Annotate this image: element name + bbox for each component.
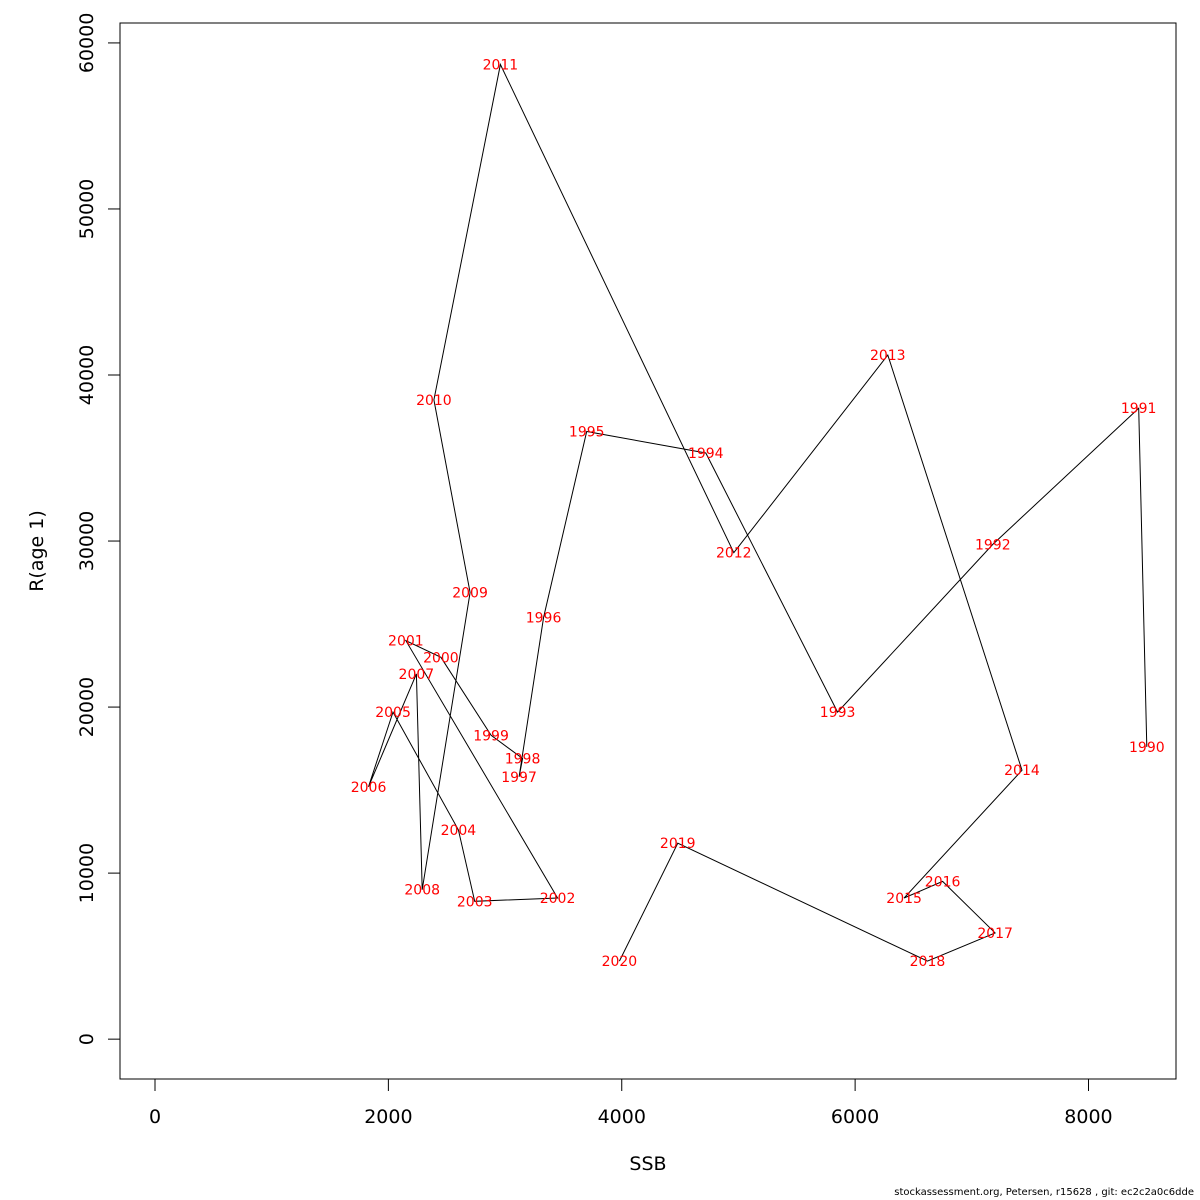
x-tick-label: 0 bbox=[149, 1106, 161, 1128]
point-label-2007: 2007 bbox=[399, 667, 435, 683]
point-label-2011: 2011 bbox=[483, 58, 519, 74]
y-tick-label: 10000 bbox=[76, 843, 98, 903]
point-label-1995: 1995 bbox=[569, 424, 605, 440]
x-axis: 0 2000 4000 6000 8000 bbox=[149, 1078, 1113, 1128]
y-tick-label: 60000 bbox=[76, 13, 98, 73]
point-label-1999: 1999 bbox=[473, 728, 509, 744]
point-label-2017: 2017 bbox=[977, 926, 1013, 942]
x-tick-label: 8000 bbox=[1064, 1106, 1112, 1128]
y-tick-label: 40000 bbox=[76, 345, 98, 405]
point-label-1998: 1998 bbox=[505, 752, 541, 768]
footer-credit: stockassessment.org, Petersen, r15628 , … bbox=[894, 1187, 1194, 1198]
point-label-2003: 2003 bbox=[457, 894, 493, 910]
point-label-1996: 1996 bbox=[526, 610, 562, 626]
point-label-2002: 2002 bbox=[540, 891, 576, 907]
series-line bbox=[368, 62, 1148, 962]
point-label-2016: 2016 bbox=[925, 874, 961, 890]
point-label-1991: 1991 bbox=[1121, 401, 1157, 417]
point-label-2019: 2019 bbox=[660, 836, 696, 852]
point-label-1994: 1994 bbox=[688, 446, 724, 462]
plot-frame bbox=[119, 22, 1177, 1080]
point-label-1997: 1997 bbox=[501, 770, 537, 786]
y-tick-label: 30000 bbox=[76, 511, 98, 571]
point-label-1992: 1992 bbox=[975, 537, 1011, 553]
point-label-2006: 2006 bbox=[351, 780, 387, 796]
point-label-2009: 2009 bbox=[452, 586, 488, 602]
point-label-2001: 2001 bbox=[388, 634, 424, 650]
point-label-1993: 1993 bbox=[820, 705, 856, 721]
y-axis: 0 10000 20000 30000 40000 50000 60000 bbox=[76, 13, 121, 1045]
point-label-2008: 2008 bbox=[404, 883, 440, 899]
point-label-2012: 2012 bbox=[716, 546, 752, 562]
point-label-2013: 2013 bbox=[870, 348, 906, 364]
point-label-2005: 2005 bbox=[375, 705, 411, 721]
y-axis-title: R(age 1) bbox=[26, 510, 48, 592]
point-label-2020: 2020 bbox=[602, 954, 638, 970]
y-tick-label: 50000 bbox=[76, 179, 98, 239]
x-tick-label: 6000 bbox=[831, 1106, 879, 1128]
point-label-2004: 2004 bbox=[441, 823, 477, 839]
x-tick-label: 4000 bbox=[598, 1106, 646, 1128]
x-axis-title: SSB bbox=[629, 1153, 666, 1175]
point-label-1990: 1990 bbox=[1129, 740, 1165, 756]
y-tick-label: 20000 bbox=[76, 677, 98, 737]
point-label-2018: 2018 bbox=[910, 954, 946, 970]
x-tick-label: 2000 bbox=[364, 1106, 412, 1128]
year-labels: 1990 1991 1992 1993 1994 1995 1996 1997 1998 1999… bbox=[351, 58, 1165, 971]
point-label-2014: 2014 bbox=[1004, 763, 1040, 779]
point-label-2015: 2015 bbox=[886, 891, 922, 907]
point-label-2010: 2010 bbox=[416, 393, 452, 409]
point-label-2000: 2000 bbox=[423, 650, 459, 666]
y-tick-label: 0 bbox=[76, 1033, 98, 1045]
